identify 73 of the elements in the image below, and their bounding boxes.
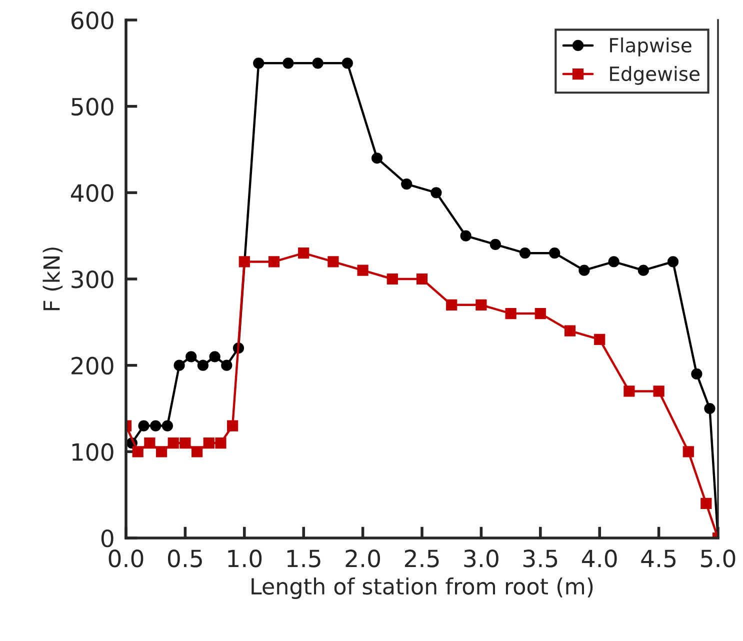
point xyxy=(578,264,590,276)
y-tick-label: 400 xyxy=(70,184,114,202)
x-tick-label: 1.5 xyxy=(287,550,320,568)
point xyxy=(386,273,398,285)
point xyxy=(209,351,220,362)
x-tick-label: 2.0 xyxy=(346,550,380,568)
point xyxy=(253,58,264,69)
x-tick-label: 3.0 xyxy=(464,550,498,568)
point xyxy=(401,178,412,190)
point xyxy=(312,58,324,69)
point xyxy=(186,351,197,362)
point xyxy=(174,360,185,371)
point xyxy=(357,264,368,276)
point xyxy=(564,325,576,336)
point xyxy=(416,273,428,285)
x-axis-title: Length of station from root (m) xyxy=(252,578,593,600)
point xyxy=(215,437,226,449)
point xyxy=(197,360,209,371)
y-tick-label: 500 xyxy=(72,98,114,116)
point xyxy=(180,437,191,449)
point xyxy=(549,248,560,259)
point xyxy=(371,152,383,164)
point xyxy=(682,446,694,458)
point xyxy=(150,420,162,432)
x-tick-label: 3.5 xyxy=(523,550,558,568)
y-tick-label: 600 xyxy=(71,11,114,30)
x-tick-label: 4.5 xyxy=(641,550,676,568)
y-axis-title: F (kN) xyxy=(42,248,63,310)
point xyxy=(221,360,232,371)
x-tick-label: 0.0 xyxy=(108,550,144,568)
y-tick-label: 200 xyxy=(72,356,114,375)
point xyxy=(476,299,487,310)
point xyxy=(624,386,635,397)
point xyxy=(700,498,712,510)
legend-label: Edgewise xyxy=(610,66,700,85)
point xyxy=(191,446,203,458)
point xyxy=(328,256,339,268)
point xyxy=(704,402,716,414)
point xyxy=(168,437,179,449)
point xyxy=(638,264,649,276)
point xyxy=(144,437,156,449)
point xyxy=(227,420,238,432)
point xyxy=(268,256,280,268)
x-tick-label: 2.5 xyxy=(404,550,439,568)
point xyxy=(282,58,294,69)
legend-label: Flapwise xyxy=(610,38,692,56)
point xyxy=(608,256,620,268)
y-tick-label: 0 xyxy=(101,529,114,548)
point xyxy=(203,437,214,449)
point xyxy=(490,238,501,250)
point xyxy=(534,308,546,320)
point xyxy=(342,58,353,69)
point xyxy=(430,187,442,198)
point xyxy=(446,299,458,310)
y-tick-label: 100 xyxy=(72,443,114,461)
x-tick-label: 1.0 xyxy=(228,550,262,568)
point xyxy=(132,446,144,458)
point xyxy=(156,446,168,458)
point xyxy=(460,230,472,242)
point xyxy=(138,420,150,432)
point xyxy=(667,256,679,268)
point xyxy=(594,334,606,345)
x-tick-label: 5.0 xyxy=(701,550,736,568)
point xyxy=(691,368,702,380)
point xyxy=(505,308,516,320)
x-tick-label: 0.5 xyxy=(168,550,202,568)
y-tick-label: 300 xyxy=(72,270,114,288)
x-tick-label: 4.0 xyxy=(582,550,617,568)
point xyxy=(653,386,664,397)
point xyxy=(298,248,310,259)
point xyxy=(519,248,531,259)
point xyxy=(162,420,173,432)
point xyxy=(238,256,250,268)
